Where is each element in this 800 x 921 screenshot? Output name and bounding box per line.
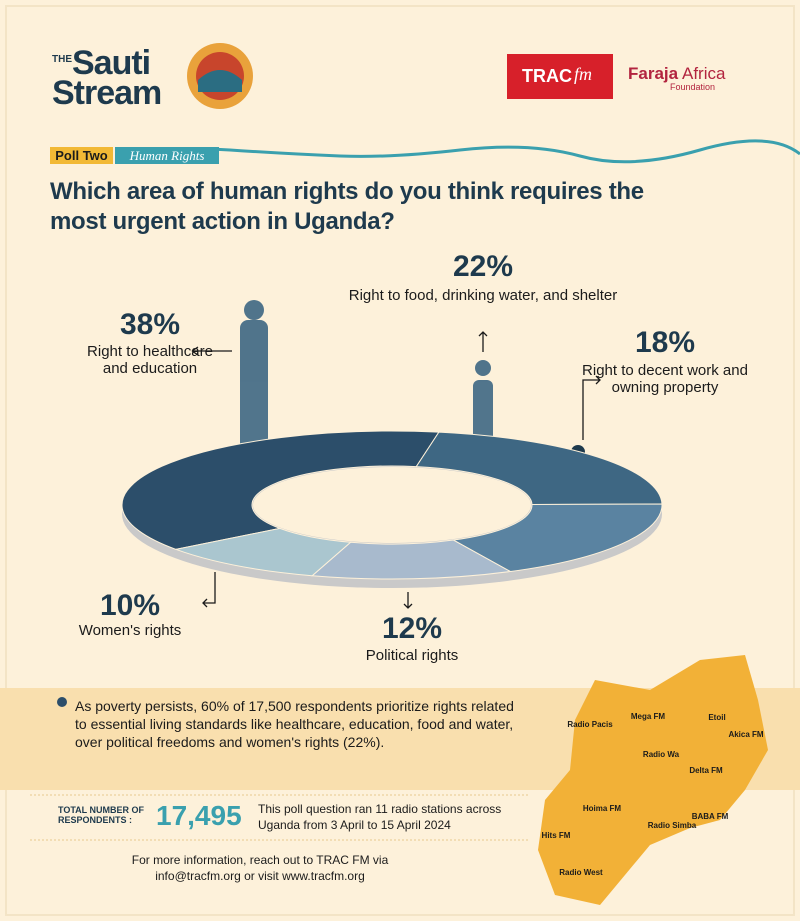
category-label: Right to healthcare and education <box>87 343 213 377</box>
donut-segment <box>121 430 440 550</box>
respondents-detail: This poll question ran 11 radio stations… <box>258 802 502 832</box>
value-label: 22% <box>452 250 514 283</box>
trac-logo: TRAC <box>522 66 572 86</box>
station: Radio Pacis <box>567 720 613 729</box>
value-label: 18% <box>634 326 696 359</box>
respondents-label: TOTAL NUMBER OF RESPONDENTS : <box>58 805 144 825</box>
category-label: Women's rights <box>78 622 182 639</box>
category-label: Right to food, drinking water, and shelt… <box>348 287 618 304</box>
footer: For more information, reach out to TRAC … <box>131 853 389 883</box>
poll-topic: Human Rights <box>115 147 219 164</box>
station: BABA FM <box>692 812 729 821</box>
station: Radio Simba <box>648 821 697 830</box>
value-label: 12% <box>381 612 443 645</box>
station: Hoima FM <box>583 804 622 813</box>
africa-logo: Africa <box>682 64 726 83</box>
donut-segment <box>451 503 663 573</box>
logo-stream: Stream <box>52 74 162 112</box>
station: Mega FM <box>631 712 666 721</box>
category-label: Political rights <box>365 647 459 664</box>
donut-segment <box>173 527 352 577</box>
poll-number: Poll Two <box>50 147 113 164</box>
value-label: 38% <box>119 308 181 341</box>
value-label: 10% <box>99 589 161 622</box>
note: As poverty persists, 60% of 17,500 respo… <box>75 698 514 750</box>
station: Radio West <box>559 868 603 877</box>
faraja-logo: Faraja <box>628 64 679 83</box>
station: Delta FM <box>689 766 723 775</box>
logo-the: THE <box>52 54 72 65</box>
donut-segment <box>415 431 663 505</box>
fm-logo: fm <box>574 64 592 84</box>
respondents-count: 17,495 <box>156 800 242 831</box>
foundation-logo: Foundation <box>670 82 716 92</box>
chart-title: Which area of human rights do you think … <box>50 178 644 235</box>
station: Akica FM <box>728 730 763 739</box>
logo-sauti: Sauti <box>72 44 151 82</box>
station: Etoil <box>708 713 725 722</box>
category-label: Right to decent work and owning property <box>582 362 748 396</box>
station: Hits FM <box>542 831 571 840</box>
station: Radio Wa <box>643 750 680 759</box>
donut-hole <box>253 467 531 543</box>
